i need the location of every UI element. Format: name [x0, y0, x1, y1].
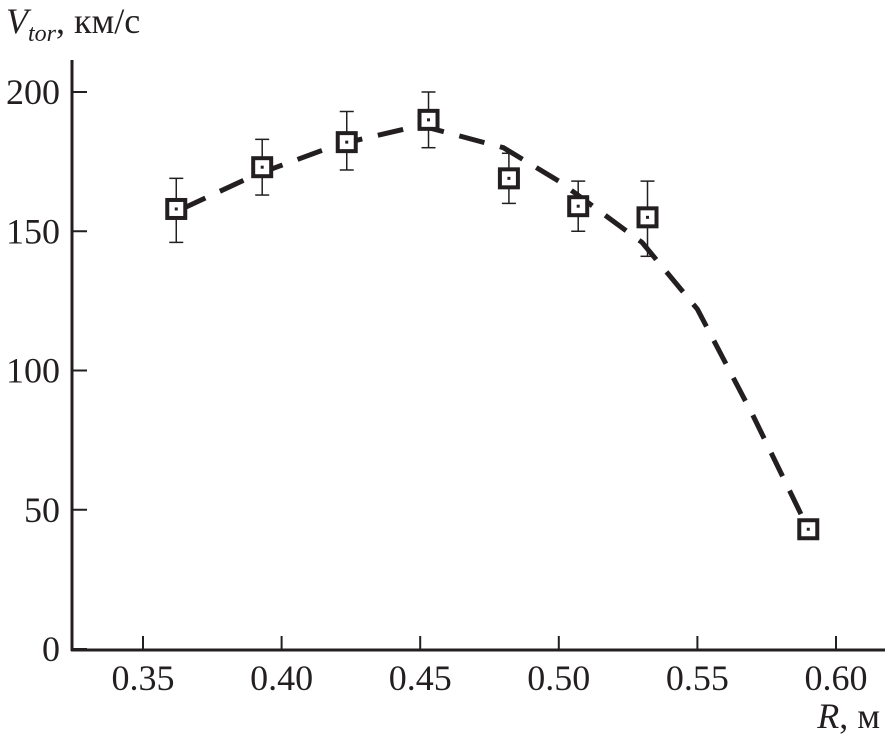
marker-center-dot — [345, 140, 349, 144]
data-point — [497, 152, 520, 205]
y-tick-label: 50 — [24, 490, 60, 530]
marker-center-dot — [427, 118, 431, 122]
data-point — [797, 518, 820, 541]
x-tick-label: 0.60 — [805, 658, 868, 698]
data-point — [636, 180, 659, 258]
y-tick-label: 200 — [6, 72, 60, 112]
marker-center-dot — [260, 165, 264, 169]
y-axis-label: Vtor, км/с — [6, 1, 140, 47]
x-tick-label: 0.45 — [389, 658, 452, 698]
y-tick-label: 100 — [6, 351, 60, 391]
y-tick-label: 0 — [42, 629, 60, 669]
marker-center-dot — [174, 207, 178, 211]
data-point — [251, 138, 274, 196]
x-tick-label: 0.40 — [250, 658, 313, 698]
marker-center-dot — [806, 527, 810, 531]
x-axis-label: R, м — [816, 696, 880, 736]
fit-line — [180, 122, 811, 531]
data-point — [335, 110, 358, 171]
marker-center-dot — [576, 204, 580, 208]
x-tick-label: 0.50 — [527, 658, 590, 698]
x-tick-label: 0.35 — [112, 658, 175, 698]
axes — [70, 60, 885, 652]
y-tick-label: 150 — [6, 211, 60, 251]
x-tick-label: 0.55 — [666, 658, 729, 698]
marker-center-dot — [646, 215, 650, 219]
marker-center-dot — [507, 176, 511, 180]
data-point — [567, 180, 590, 232]
data-point — [165, 177, 188, 244]
data-point — [417, 91, 440, 149]
